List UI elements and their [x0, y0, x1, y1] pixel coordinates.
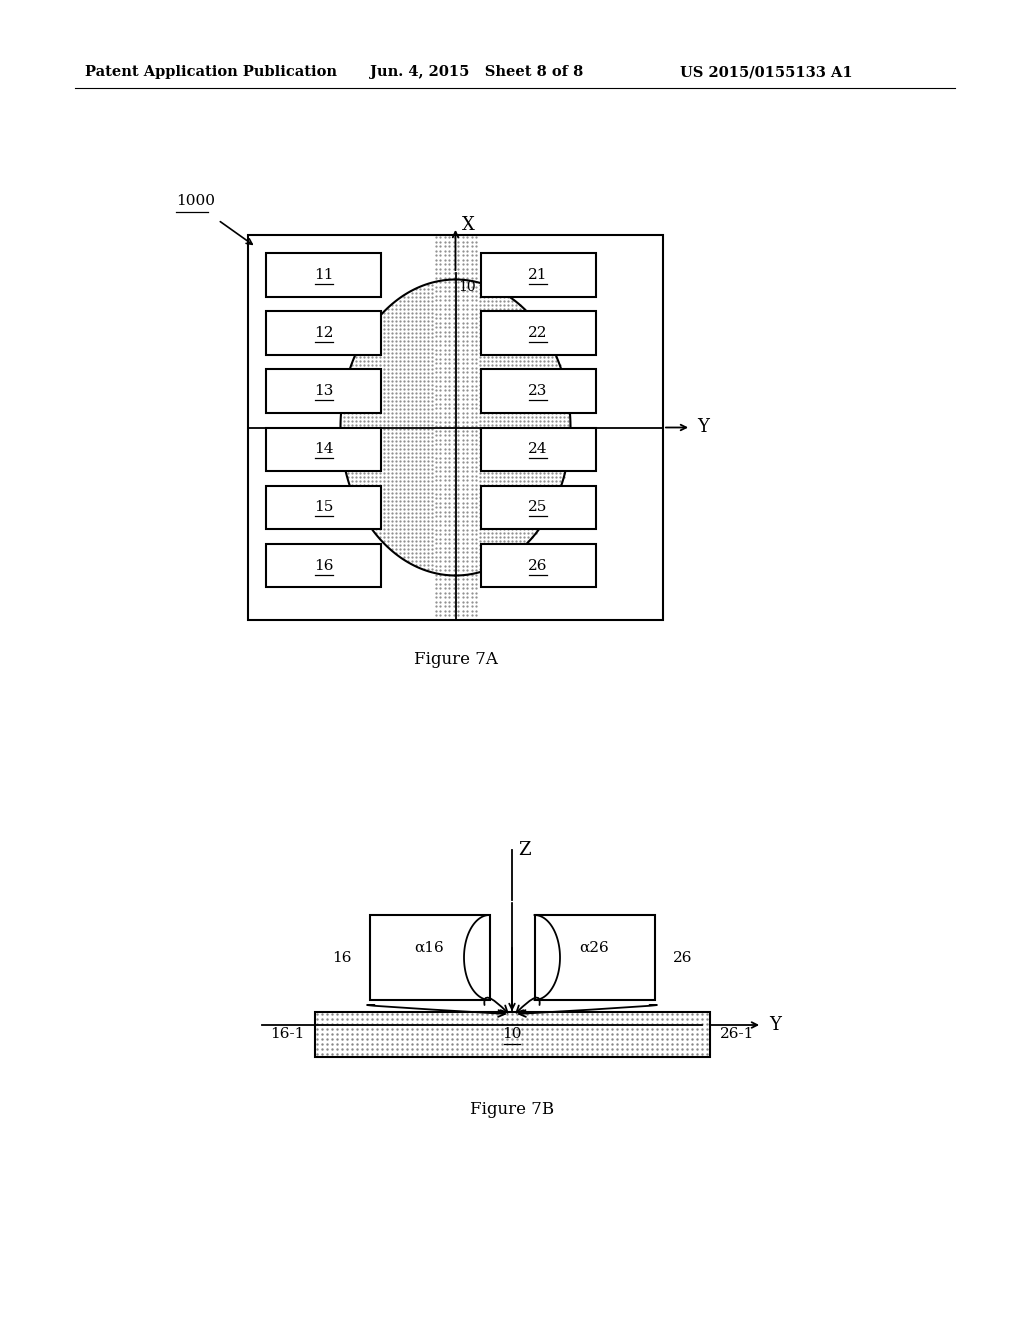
Text: 10: 10 — [502, 1027, 522, 1041]
Text: 16: 16 — [313, 558, 333, 573]
Text: α26: α26 — [580, 940, 609, 954]
Text: 23: 23 — [528, 384, 548, 399]
Text: 21: 21 — [528, 268, 548, 281]
Text: Figure 7A: Figure 7A — [414, 652, 498, 668]
Bar — [266, 370, 381, 413]
Bar — [266, 253, 381, 297]
Bar — [480, 253, 596, 297]
Text: 24: 24 — [528, 442, 548, 457]
Bar — [266, 544, 381, 587]
Text: 25: 25 — [528, 500, 548, 515]
Text: Z: Z — [518, 841, 530, 859]
Bar — [535, 915, 654, 1001]
Bar — [266, 486, 381, 529]
Text: 16-1: 16-1 — [270, 1027, 304, 1041]
Text: 11: 11 — [313, 268, 333, 281]
Text: Y: Y — [697, 418, 709, 437]
Text: 13: 13 — [313, 384, 333, 399]
Text: 15: 15 — [313, 500, 333, 515]
Text: Figure 7B: Figure 7B — [470, 1101, 554, 1118]
Text: Jun. 4, 2015   Sheet 8 of 8: Jun. 4, 2015 Sheet 8 of 8 — [370, 65, 584, 79]
Bar — [480, 428, 596, 471]
Text: 22: 22 — [528, 326, 548, 341]
FancyArrowPatch shape — [516, 998, 540, 1012]
Text: α16: α16 — [415, 940, 444, 954]
Text: Y: Y — [769, 1016, 781, 1034]
Text: 26-1: 26-1 — [720, 1027, 754, 1041]
Text: 12: 12 — [313, 326, 333, 341]
FancyArrowPatch shape — [367, 1005, 505, 1016]
Bar — [370, 915, 489, 1001]
Bar — [248, 235, 663, 620]
Text: US 2015/0155133 A1: US 2015/0155133 A1 — [680, 65, 853, 79]
Bar — [480, 312, 596, 355]
Bar — [480, 486, 596, 529]
Bar — [314, 1012, 710, 1057]
FancyArrowPatch shape — [519, 1005, 657, 1016]
Bar — [480, 544, 596, 587]
Text: 26: 26 — [528, 558, 548, 573]
Text: X: X — [462, 216, 474, 234]
Bar — [266, 312, 381, 355]
Bar — [266, 428, 381, 471]
Bar — [480, 370, 596, 413]
Text: 16: 16 — [332, 950, 351, 965]
Text: 14: 14 — [313, 442, 333, 457]
Text: 1000: 1000 — [176, 194, 215, 209]
FancyArrowPatch shape — [484, 998, 508, 1012]
Text: Patent Application Publication: Patent Application Publication — [85, 65, 337, 79]
Text: 26: 26 — [673, 950, 692, 965]
Text: 10: 10 — [459, 280, 476, 294]
